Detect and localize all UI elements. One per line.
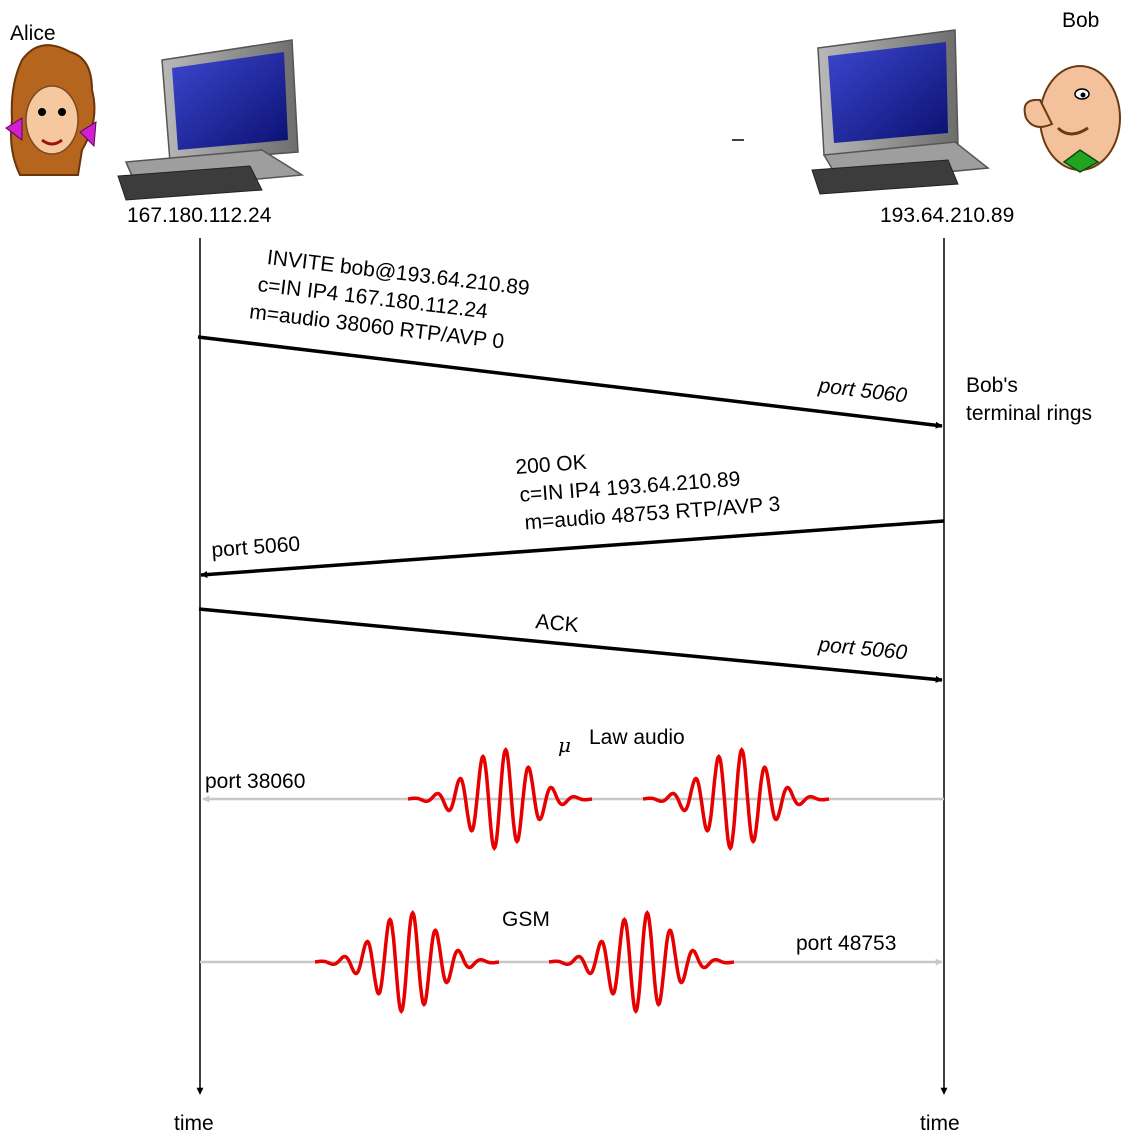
mulaw-label: Law audio <box>589 726 685 749</box>
bob-time-label: time <box>920 1112 960 1135</box>
alice-computer-icon <box>117 39 305 201</box>
ack-port: port 5060 <box>817 633 909 665</box>
gsm-port: port 48753 <box>796 932 896 955</box>
alice-avatar <box>5 44 97 176</box>
gsm-label: GSM <box>502 908 550 931</box>
ack-arrow <box>198 607 943 683</box>
mulaw-waveform-1 <box>407 747 593 851</box>
mulaw-waveform-2 <box>642 747 830 851</box>
alice-time-label: time <box>174 1112 214 1135</box>
invite-arrow <box>197 335 943 429</box>
ok-port: port 5060 <box>211 533 301 562</box>
bob-name: Bob <box>1062 9 1099 32</box>
ok-arrow <box>200 519 945 579</box>
bob-computer-icon <box>811 29 990 195</box>
invite-port: port 5060 <box>816 374 908 408</box>
mu-symbol: μ <box>558 733 571 757</box>
ok-line-1: 200 OK <box>515 451 588 479</box>
gsm-waveform-2 <box>548 910 735 1014</box>
mulaw-port: port 38060 <box>205 770 305 793</box>
bob-ip: 193.64.210.89 <box>880 204 1014 227</box>
ack-label: ACK <box>535 610 580 637</box>
alice-ip: 167.180.112.24 <box>127 204 272 227</box>
alice-name: Alice <box>10 22 56 45</box>
gsm-waveform-1 <box>314 910 500 1014</box>
bob-event-line-2: terminal rings <box>966 402 1092 425</box>
bob-event-line-1: Bob's <box>966 374 1018 397</box>
bob-avatar <box>1023 65 1121 173</box>
